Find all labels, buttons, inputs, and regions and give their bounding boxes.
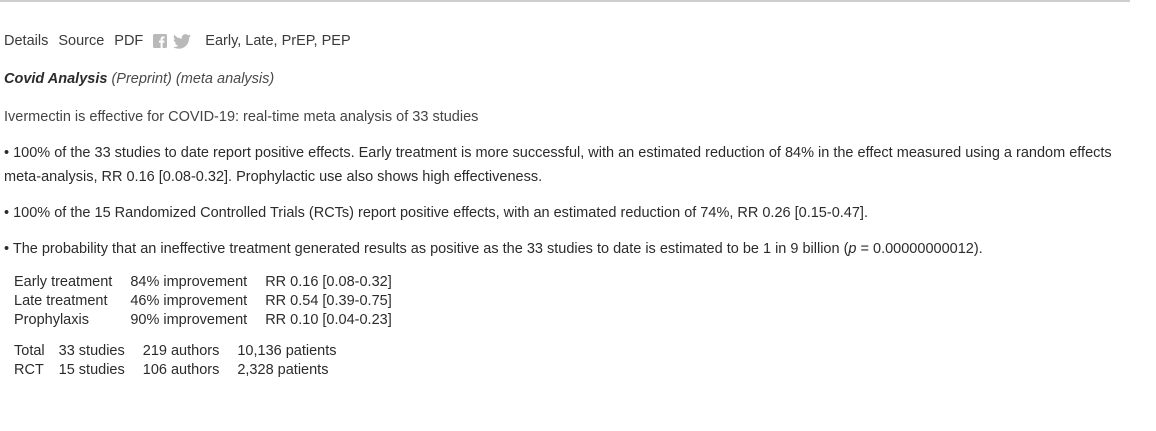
social-share <box>153 33 192 49</box>
improvement-value: 90% improvement <box>130 312 248 328</box>
table-row: Prophylaxis 90% improvement RR 0.10 [0.0… <box>14 311 392 330</box>
p-symbol: p <box>848 241 857 257</box>
table-row: Total 33 studies 219 authors 10,136 pati… <box>14 342 337 361</box>
bullet-all-studies: • 100% of the 33 studies to date report … <box>4 145 1112 185</box>
patients-count: 2,328 patients <box>237 362 329 378</box>
rr-value: RR 0.54 [0.39-0.75] <box>265 293 392 309</box>
totals-label: Total <box>14 343 45 359</box>
probability-prefix: • The probability that an ineffective tr… <box>4 241 849 257</box>
treatment-tags: Early, Late, PrEP, PEP <box>205 33 351 49</box>
details-link[interactable]: Details <box>4 33 49 49</box>
table-row: Early treatment 84% improvement RR 0.16 … <box>14 273 392 292</box>
twitter-icon[interactable] <box>173 33 192 49</box>
table-row: RCT 15 studies 106 authors 2,328 patient… <box>14 361 337 380</box>
top-divider <box>0 0 1130 2</box>
facebook-icon[interactable] <box>153 34 168 48</box>
totals-label: RCT <box>14 362 44 378</box>
probability-suffix: = 0.00000000012). <box>856 241 983 257</box>
links-row: Details Source PDF Early, Late, PrEP, PE… <box>4 30 1144 52</box>
article-title: Ivermectin is effective for COVID-19: re… <box>4 109 479 125</box>
studies-count: 15 studies <box>58 362 125 378</box>
rr-value: RR 0.10 [0.04-0.23] <box>265 312 392 328</box>
bullet-probability: • The probability that an ineffective tr… <box>4 237 1124 261</box>
patients-count: 10,136 patients <box>237 343 337 359</box>
publication-type: (Preprint) (meta analysis) <box>111 71 275 87</box>
totals-table: Total 33 studies 219 authors 10,136 pati… <box>14 342 337 380</box>
treatment-label: Late treatment <box>14 293 108 309</box>
source-link[interactable]: Source <box>58 33 105 49</box>
source-line: Covid Analysis (Preprint) (meta analysis… <box>4 69 1144 89</box>
treatment-label: Early treatment <box>14 274 113 290</box>
improvement-value: 46% improvement <box>130 293 248 309</box>
journal-name: Covid Analysis <box>4 71 108 87</box>
article-summary: Details Source PDF Early, Late, PrEP, PE… <box>4 30 1144 380</box>
treatment-label: Prophylaxis <box>14 312 89 328</box>
improvement-value: 84% improvement <box>130 274 248 290</box>
authors-count: 106 authors <box>142 362 220 378</box>
authors-count: 219 authors <box>142 343 220 359</box>
table-row: Late treatment 46% improvement RR 0.54 [… <box>14 292 392 311</box>
pdf-link[interactable]: PDF <box>114 33 144 49</box>
rr-value: RR 0.16 [0.08-0.32] <box>265 274 392 290</box>
studies-count: 33 studies <box>58 343 125 359</box>
bullet-rcts: • 100% of the 15 Randomized Controlled T… <box>4 205 868 221</box>
treatment-table: Early treatment 84% improvement RR 0.16 … <box>14 273 392 330</box>
